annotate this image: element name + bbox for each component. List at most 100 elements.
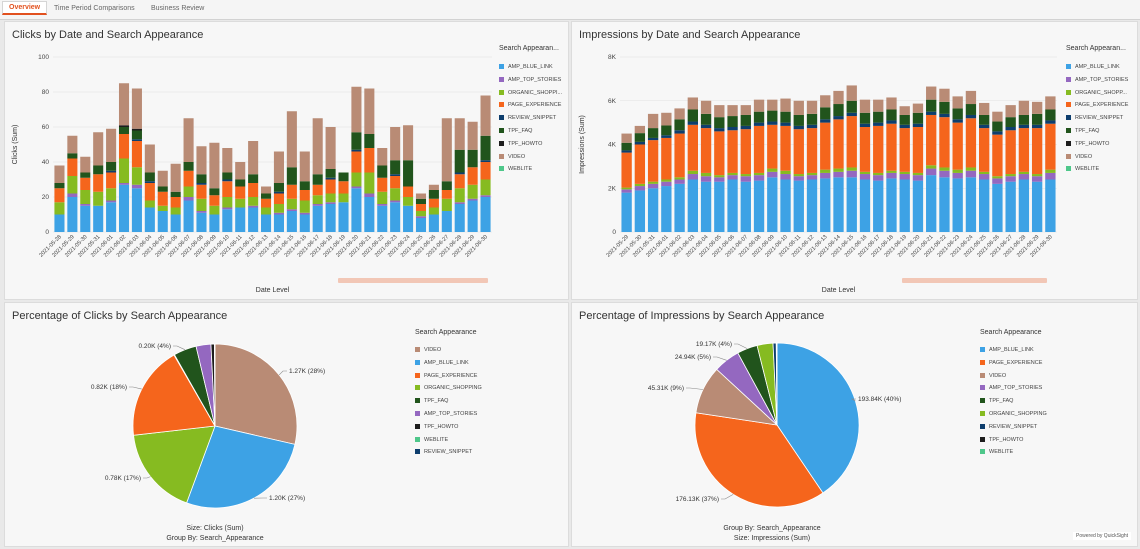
clicks-pie-panel: Percentage of Clicks by Search Appearanc…	[4, 302, 569, 547]
bar-segment	[899, 114, 910, 125]
legend-label: REVIEW_SNIPPET	[989, 423, 1038, 430]
clicks-legend-item[interactable]: VIDEO	[499, 154, 525, 160]
impressions-legend-item[interactable]: AMP_BLUE_LINK	[1066, 64, 1120, 70]
impressions-pie-chart[interactable]: 193.84K (40%) 176.13K (37%) 45.31K (9%) 24.…	[572, 303, 1137, 546]
bar-segment	[131, 139, 142, 141]
bar-segment	[767, 168, 778, 172]
clicks-legend-item[interactable]: TPF_FAQ	[499, 128, 532, 134]
impressions-x-axis-label: Date Level	[822, 287, 856, 294]
bar-segment	[170, 163, 181, 192]
bar-segment	[364, 172, 375, 194]
legend-swatch	[980, 423, 985, 429]
bar-segment	[441, 190, 452, 199]
clicks-pie-legend-item[interactable]: AMP_BLUE_LINK	[415, 360, 469, 366]
legend-swatch	[980, 372, 985, 378]
y-tick-label: 0	[45, 229, 49, 236]
bar-segment	[806, 172, 818, 176]
bar-segment	[687, 124, 698, 171]
impressions-pie-title: Percentage of Impressions by Search Appe…	[579, 310, 825, 322]
leader-line	[143, 476, 151, 479]
bar-segment	[992, 121, 1003, 132]
clicks-legend-item[interactable]: WEBLITE	[499, 166, 532, 172]
clicks-legend-item[interactable]: PAGE_EXPERIENCE	[499, 102, 561, 108]
bar-segment	[248, 141, 259, 175]
impressions-pie-legend-item[interactable]: REVIEW_SNIPPET	[980, 424, 1037, 430]
bar-segment	[873, 172, 884, 176]
impressions-chart-title: Impressions by Date and Search Appearanc…	[579, 29, 801, 41]
clicks-pie-legend-item[interactable]: PAGE_EXPERIENCE	[415, 373, 477, 379]
tab-business-review[interactable]: Business Review	[151, 5, 205, 12]
leader-line	[129, 386, 142, 390]
bar-segment	[661, 112, 672, 126]
clicks-pie-legend-item[interactable]: REVIEW_SNIPPET	[415, 449, 472, 455]
bar-segment	[753, 125, 765, 173]
impressions-pie-legend-item[interactable]: ORGANIC_SHOPPING	[980, 411, 1047, 417]
impressions-pie-legend-item[interactable]: TPF_FAQ	[980, 398, 1013, 404]
impressions-legend-item[interactable]: TPF_FAQ	[1066, 128, 1099, 134]
clicks-legend-item[interactable]: REVIEW_SNIPPET	[499, 115, 556, 121]
impressions-legend-item[interactable]: ORGANIC_SHOPP...	[1066, 90, 1127, 96]
clicks-legend-item[interactable]: AMP_TOP_STORIES	[499, 77, 561, 83]
bar-segment	[377, 177, 388, 192]
bar-segment	[979, 174, 990, 180]
bar-segment	[273, 183, 284, 192]
clicks-pie-legend-item[interactable]: TPF_FAQ	[415, 398, 448, 404]
bar-segment	[480, 195, 491, 197]
bar-segment	[952, 119, 963, 123]
clicks-legend-item[interactable]: ORGANIC_SHOPPI...	[499, 90, 562, 96]
bar-segment	[714, 181, 725, 232]
clicks-pie-chart[interactable]: 1.27K (28%) 1.20K (27%) 0.78K (17%) 0.82K (…	[5, 303, 568, 546]
bar-segment	[273, 151, 284, 183]
bar-segment	[714, 175, 725, 178]
clicks-legend-item[interactable]: TPF_HOWTO	[499, 141, 542, 147]
bar-segment	[170, 191, 181, 197]
impressions-pie-legend-item[interactable]: PAGE_EXPERIENCE	[980, 360, 1042, 366]
clicks-pie-legend-item[interactable]: TPF_HOWTO	[415, 424, 458, 430]
impressions-legend-item[interactable]: AMP_TOP_STORIES	[1066, 77, 1128, 83]
impressions-legend-item[interactable]: PAGE_EXPERIENCE	[1066, 102, 1128, 108]
y-tick-label: 6K	[608, 98, 617, 105]
bar-segment	[965, 170, 977, 178]
clicks-pie-legend-item[interactable]: WEBLITE	[415, 437, 448, 443]
impressions-legend-item[interactable]: WEBLITE	[1066, 166, 1099, 172]
bar-segment	[131, 128, 142, 131]
bar-segment	[740, 181, 751, 232]
bar-segment	[312, 118, 323, 175]
bar-segment	[364, 197, 375, 232]
clicks-pie-title: Percentage of Clicks by Search Appearanc…	[12, 310, 228, 322]
bar-segment	[183, 197, 194, 201]
tab-time-period-comparisons[interactable]: Time Period Comparisons	[54, 5, 135, 12]
bar-segment	[714, 105, 725, 118]
bar-segment	[873, 125, 884, 173]
impressions-pie-legend-item[interactable]: AMP_TOP_STORIES	[980, 385, 1042, 391]
impressions-legend-item[interactable]: TPF_HOWTO	[1066, 141, 1109, 147]
bar-segment	[351, 132, 362, 150]
bar-segment	[926, 111, 937, 115]
bar-segment	[209, 214, 220, 232]
clicks-bar-chart[interactable]: 0204060801002021-05-282021-05-292021-05-…	[5, 22, 568, 299]
clicks-pie-legend-item[interactable]: VIDEO	[415, 347, 441, 353]
impressions-pie-legend-item[interactable]: TPF_HOWTO	[980, 437, 1023, 443]
impressions-legend-item[interactable]: REVIEW_SNIPPET	[1066, 115, 1123, 121]
impressions-legend-item[interactable]: VIDEO	[1066, 154, 1092, 160]
bar-segment	[912, 103, 924, 113]
bar-segment	[899, 128, 910, 172]
bar-segment	[926, 99, 937, 112]
impressions-pie-legend-item[interactable]: AMP_BLUE_LINK	[980, 347, 1034, 353]
clicks-pie-legend-item[interactable]: AMP_TOP_STORIES	[415, 411, 477, 417]
tab-overview[interactable]: Overview	[2, 1, 48, 15]
clicks-legend-item[interactable]: AMP_BLUE_LINK	[499, 64, 553, 70]
bar-segment	[118, 83, 130, 126]
bar-segment	[820, 95, 831, 108]
bar-segment	[131, 130, 142, 140]
bar-segment	[183, 118, 194, 162]
bar-segment	[661, 125, 672, 136]
impressions-pie-legend-item[interactable]: WEBLITE	[980, 449, 1013, 455]
clicks-pie-legend-item[interactable]: ORGANIC_SHOPPING	[415, 385, 482, 391]
bar-segment	[939, 113, 950, 118]
bar-segment	[80, 190, 91, 204]
impressions-pie-legend-item[interactable]: VIDEO	[980, 373, 1006, 379]
bar-segment	[767, 99, 778, 111]
bar-segment	[1018, 124, 1030, 129]
impressions-bar-chart[interactable]: 02K4K6K8K2021-05-292021-05-302021-05-312…	[572, 22, 1137, 299]
